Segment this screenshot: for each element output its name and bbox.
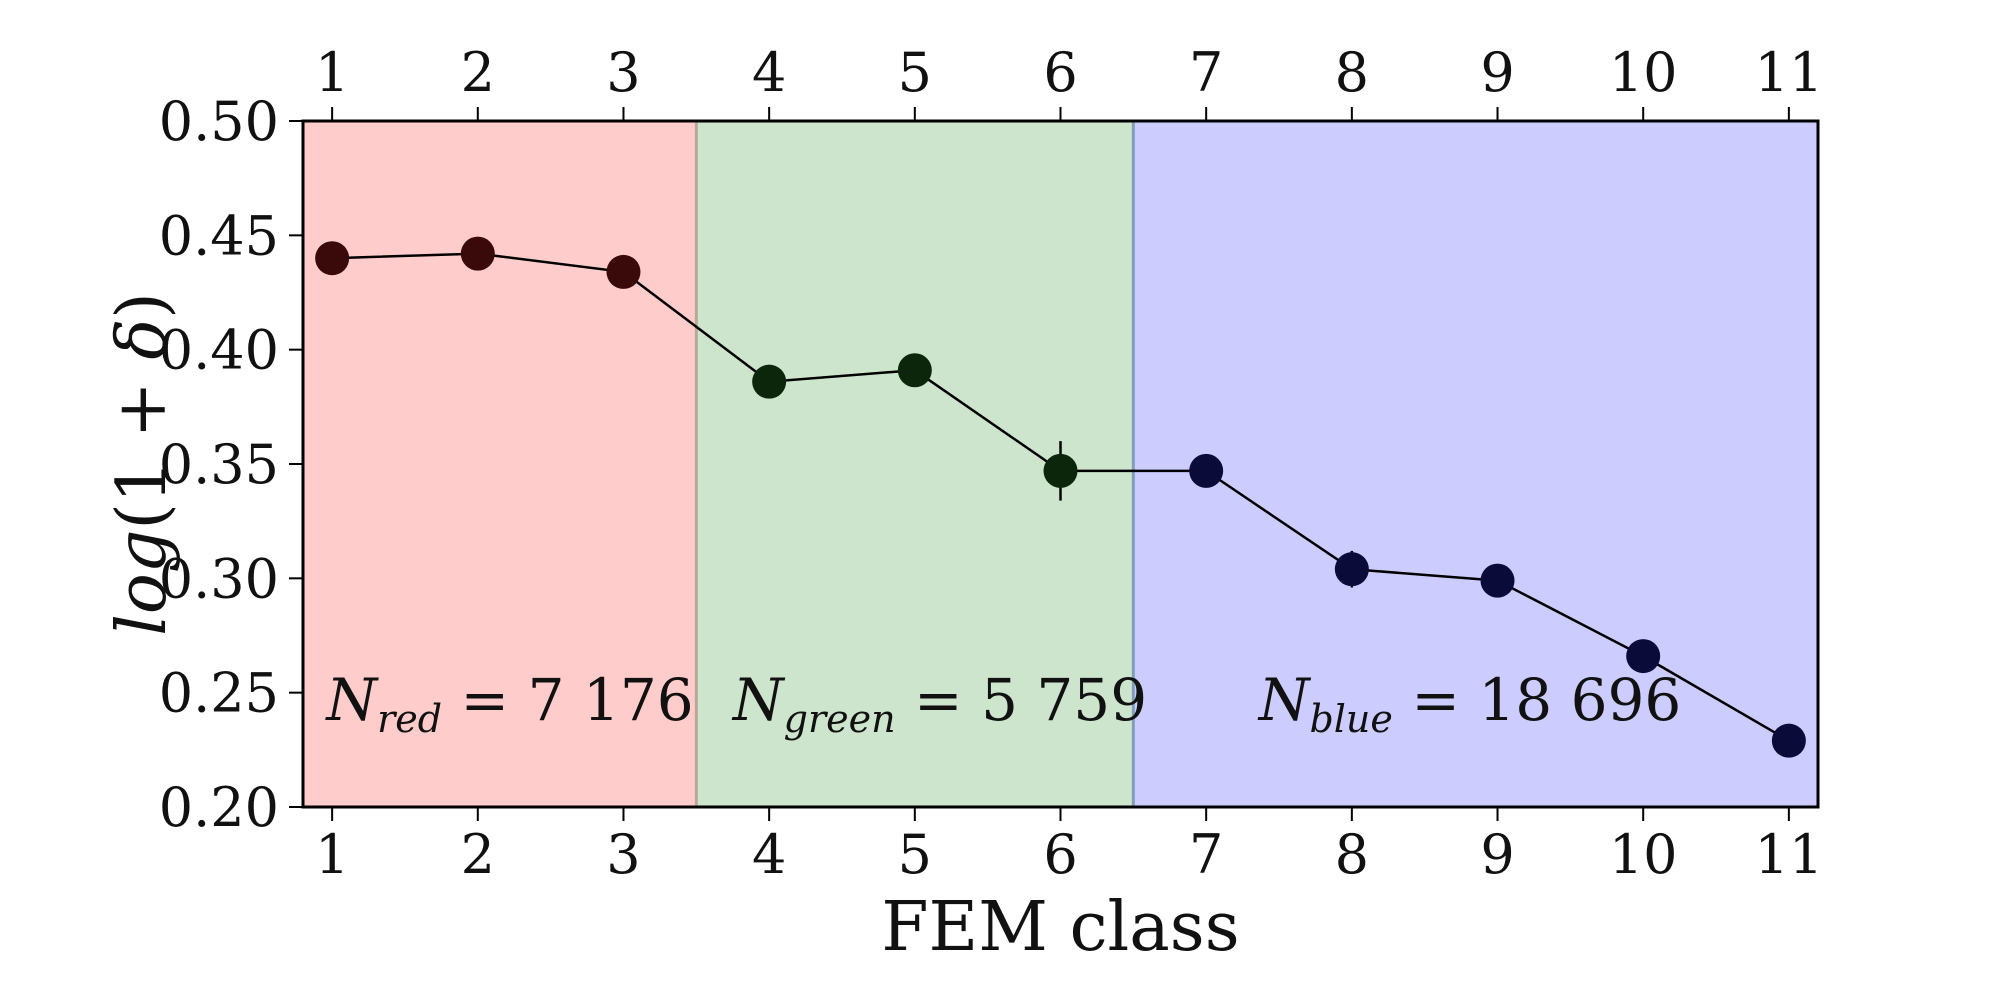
data-point [315,241,350,276]
x-tick-label-bottom: 8 [1335,823,1369,886]
region-label-count: = 18 696 [1393,666,1681,734]
x-tick-label-top: 2 [461,41,495,104]
x-tick-label-bottom: 10 [1609,823,1678,886]
x-tick-label-bottom: 2 [461,823,495,886]
region-label-subscript: red [377,697,442,741]
region-label-blue: Nblue = 18 696 [1257,666,1682,741]
data-point [752,364,787,399]
x-tick-label-top: 10 [1609,41,1678,104]
region-label-symbol: N [731,666,786,734]
x-axis-title: FEM class [881,888,1239,967]
x-tick-label-bottom: 6 [1043,823,1077,886]
region-red [303,121,697,807]
x-tick-label-bottom: 5 [898,823,932,886]
region-label-subscript: green [784,697,896,741]
plot-frame [301,119,1820,809]
data-point [1043,453,1078,488]
x-tick-label-bottom: 11 [1755,823,1824,886]
x-tick-label-top: 3 [606,41,640,104]
x-tick-label-top: 6 [1043,41,1077,104]
data-point [1189,453,1224,488]
x-tick-label-top: 9 [1480,41,1514,104]
y-tick-label: 0.35 [159,433,279,496]
x-tick-label-top: 5 [898,41,932,104]
y-axis-title-open: (1 + [103,360,182,530]
data-point [1334,552,1369,587]
y-axis-title-fn: log [103,530,182,636]
region-label-symbol: N [1257,666,1312,734]
x-tick-label-bottom: 1 [315,823,349,886]
x-tick-label-top: 4 [752,41,786,104]
x-tick-label-top: 11 [1755,41,1824,104]
region-label-green: Ngreen = 5 759 [731,666,1147,741]
y-tick-label: 0.25 [159,662,279,725]
y-tick-label: 0.50 [159,90,279,153]
region-label-count: = 7 176 [442,666,694,734]
y-tick-label: 0.20 [159,776,279,839]
region-dividers [694,121,1135,807]
data-point [1480,563,1515,598]
data-points [315,236,1806,758]
x-tick-label-top: 1 [315,41,349,104]
x-tick-label-bottom: 9 [1480,823,1514,886]
x-ticks-bottom: 1 2 3 4 5 6 7 8 9 10 11 [315,807,1823,886]
region-label-red: Nred = 7 176 [324,666,693,741]
x-tick-label-bottom: 4 [752,823,786,886]
region-label-count: = 5 759 [896,666,1148,734]
x-ticks-top: 1 2 3 4 5 6 7 8 9 10 11 [315,41,1823,121]
y-tick-label: 0.40 [159,319,279,382]
x-tick-label-bottom: 3 [606,823,640,886]
data-point [460,236,495,271]
data-point [606,254,641,289]
region-labels: Nred = 7 176 Ngreen = 5 759 Nblue = 18 696 [324,666,1681,741]
x-tick-label-bottom: 7 [1189,823,1223,886]
y-axis-title-sym: δ [103,319,182,360]
data-point [1771,723,1806,758]
region-label-symbol: N [324,666,379,734]
x-tick-label-top: 8 [1335,41,1369,104]
y-tick-label: 0.45 [159,204,279,267]
y-axis-title: log(1 + δ) [103,292,182,636]
data-point [1626,639,1661,674]
x-tick-label-top: 7 [1189,41,1223,104]
y-ticks: 0.20 0.25 0.30 0.35 0.40 0.45 0.50 [159,90,303,839]
y-tick-label: 0.30 [159,547,279,610]
data-point [897,353,932,388]
region-label-subscript: blue [1309,697,1392,741]
y-axis-title-close: ) [103,292,182,319]
